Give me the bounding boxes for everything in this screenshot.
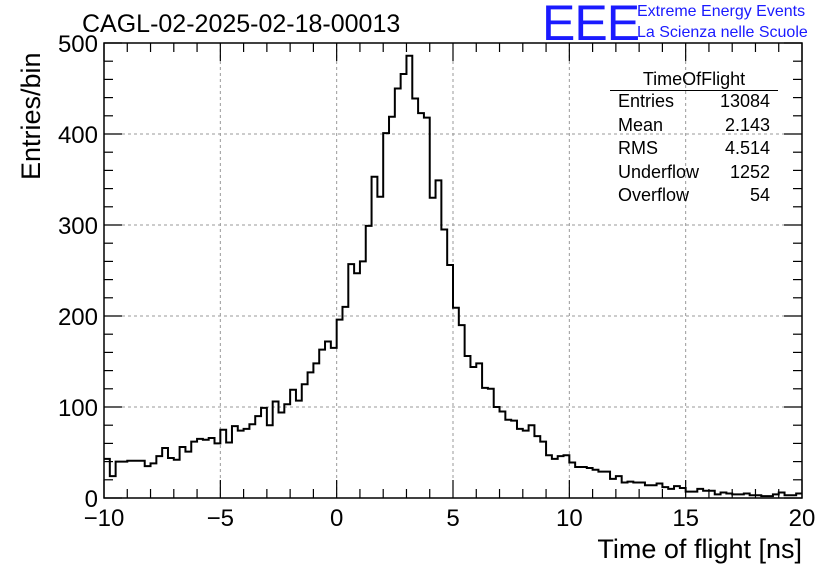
stats-value: 1252 <box>729 161 770 182</box>
stats-row-overflow: Overflow 54 <box>610 184 778 208</box>
y-tick-label: 300 <box>58 213 98 240</box>
y-tick-label: 200 <box>58 304 98 331</box>
x-tick-label: 20 <box>789 505 816 532</box>
y-tick-label: 100 <box>58 395 98 422</box>
histogram-step-line <box>104 54 802 498</box>
stats-key: Entries <box>618 91 675 111</box>
stats-key: Mean <box>618 114 664 135</box>
axis-ticks <box>103 42 803 499</box>
logo-line-2: La Scienza nelle Scuole <box>637 24 808 41</box>
x-tick-label: 10 <box>556 505 583 532</box>
x-tick-label: −10 <box>84 505 125 532</box>
chart-title: CAGL-02-2025-02-18-00013 <box>82 10 401 38</box>
stats-key: Overflow <box>618 185 690 205</box>
stats-value: 2.143 <box>724 114 770 135</box>
stats-box: TimeOfFlight Entries 13084 Mean 2.143 RM… <box>610 68 778 208</box>
y-tick-label: 500 <box>58 31 98 58</box>
stats-row-mean: Mean 2.143 <box>610 114 778 138</box>
stats-row-rms: RMS 4.514 <box>610 137 778 161</box>
stats-row-underflow: Underflow 1252 <box>610 161 778 185</box>
stats-value: 13084 <box>719 91 770 111</box>
stats-row-entries: Entries 13084 <box>610 90 778 114</box>
grid-lines <box>104 43 802 498</box>
y-tick-label: 400 <box>58 122 98 149</box>
eee-logo: EEE <box>542 0 640 51</box>
x-tick-label: 0 <box>330 505 343 532</box>
histogram-series <box>104 54 802 498</box>
x-axis-label: Time of flight [ns] <box>597 534 802 564</box>
stats-key: Underflow <box>618 161 700 182</box>
x-tick-label: 15 <box>672 505 699 532</box>
x-tick-label: 5 <box>446 505 459 532</box>
logo-line-1: Extreme Energy Events <box>637 3 806 20</box>
stats-value: 54 <box>749 185 770 205</box>
y-tick-label: 0 <box>85 486 98 513</box>
stats-divider <box>610 90 778 91</box>
stats-title: TimeOfFlight <box>642 69 746 89</box>
stats-value: 4.514 <box>724 138 770 158</box>
x-tick-label: −5 <box>207 505 234 532</box>
stats-key: RMS <box>618 138 658 158</box>
y-axis-label: Entries/bin <box>16 52 46 180</box>
